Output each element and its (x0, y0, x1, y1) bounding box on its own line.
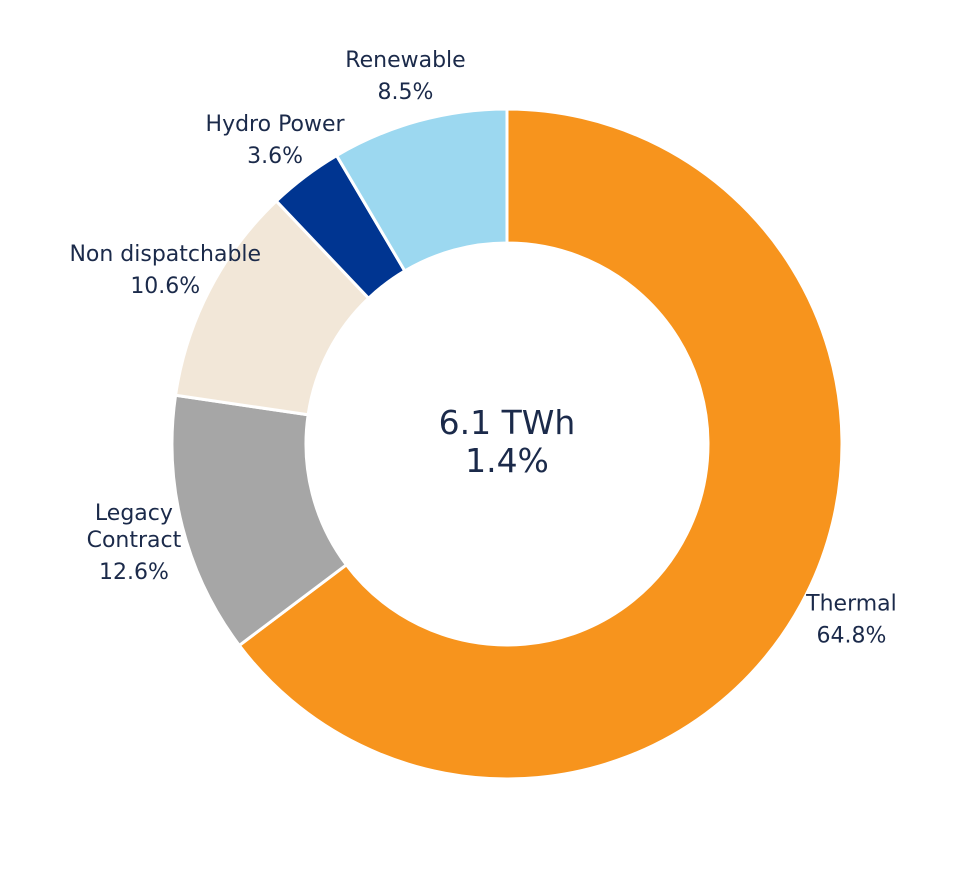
slice-value-label: 3.6% (247, 144, 303, 169)
label-renewable: Renewable 8.5% (345, 48, 465, 105)
slice-thermal (237, 107, 844, 781)
slice-name-label: Renewable (345, 48, 465, 73)
center-label-line2: 1.4% (465, 441, 549, 480)
slice-value-label: 8.5% (378, 80, 434, 105)
slice-value-label: 10.6% (130, 274, 200, 299)
label-thermal: Thermal 64.8% (805, 591, 897, 648)
center-label-line1: 6.1 TWh (439, 403, 576, 442)
label-hydro-power: Hydro Power 3.6% (206, 112, 346, 169)
slice-name-label: Thermal (805, 591, 897, 616)
slice-name-label: Non dispatchable (69, 242, 261, 267)
slice-renewable (334, 107, 509, 273)
slice-name-label: Contract (87, 528, 182, 553)
slice-value-label: 12.6% (99, 560, 169, 585)
slice-name-label: Legacy (95, 501, 173, 526)
slice-name-label: Hydro Power (206, 112, 346, 137)
label-non-dispatchable: Non dispatchable 10.6% (69, 242, 261, 299)
slice-value-label: 64.8% (817, 623, 887, 648)
slices-group (170, 107, 844, 781)
